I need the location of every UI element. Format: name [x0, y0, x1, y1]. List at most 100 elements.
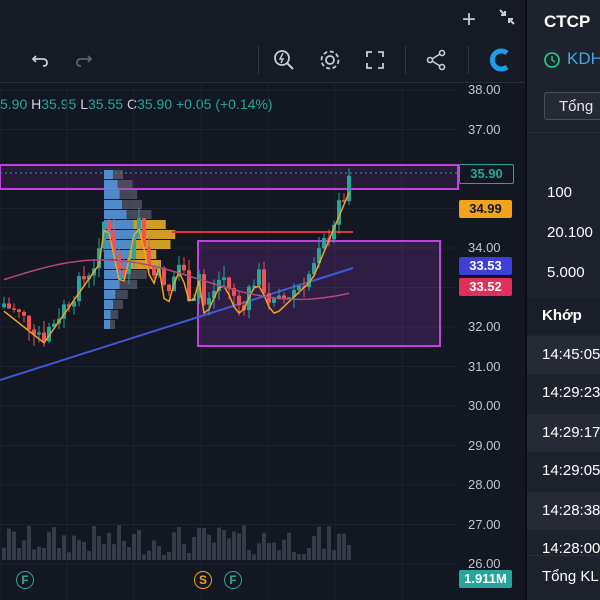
volume-bar: [237, 533, 241, 560]
volume-bar: [287, 532, 291, 560]
candle-body: [307, 274, 311, 287]
volume-bar: [312, 536, 316, 560]
level-row: 5.000: [547, 264, 585, 281]
share-icon[interactable]: [422, 46, 450, 74]
volume-profile-bar: [104, 170, 113, 179]
candle-body: [37, 332, 41, 335]
toolbar-separator: [405, 46, 406, 74]
candle-body: [182, 264, 186, 271]
split-event-marker[interactable]: S: [194, 571, 212, 589]
volume-bar: [67, 552, 71, 560]
candle-body: [57, 318, 61, 324]
candle-body: [7, 303, 11, 309]
undo-icon[interactable]: [26, 46, 54, 74]
financial-event-marker[interactable]: F: [224, 571, 242, 589]
volume-profile-bar: [124, 270, 147, 279]
volume-profile-bar: [104, 250, 129, 259]
price-axis-label: 37.00: [468, 121, 501, 137]
blue-level-tag: 33.53: [459, 257, 512, 275]
plus-icon[interactable]: +: [462, 6, 477, 33]
volume-bar: [267, 543, 271, 560]
candle-body: [112, 230, 116, 253]
order-book-panel: CTCP KDH Tổng 100 20.100 5.000 Khớp 14:4…: [527, 0, 600, 600]
total-button[interactable]: Tổng: [544, 92, 600, 120]
volume-bar: [157, 546, 161, 560]
volume-bar: [227, 538, 231, 560]
orange-level-tag: 34.99: [459, 200, 512, 218]
candle-body: [127, 259, 131, 274]
price-axis-label: 30.00: [468, 398, 501, 413]
volume-profile-bar: [128, 250, 157, 259]
volume-bar: [147, 550, 151, 560]
volume-bar: [347, 544, 351, 560]
candle-body: [232, 288, 236, 296]
candle-body: [157, 267, 161, 276]
candle-body: [272, 298, 276, 303]
price-axis-label: 29.00: [468, 437, 501, 453]
chart-area[interactable]: [0, 0, 525, 600]
toolbar-separator: [258, 46, 259, 74]
volume-bar: [77, 540, 81, 560]
candle-body: [2, 303, 6, 308]
volume-bar: [167, 551, 171, 560]
volume-bar: [317, 526, 321, 560]
candle-body: [332, 224, 336, 240]
candle-body: [227, 277, 231, 289]
volume-profile-bar: [119, 190, 138, 199]
matched-section-header: Khớp: [527, 298, 600, 334]
chart-panel[interactable]: + 5.90 H35.95 L35.55 C35.90 +0.05 (+0.14…: [0, 0, 525, 600]
volume-profile-bar: [119, 280, 138, 289]
price-axis-label: 31.00: [468, 358, 501, 374]
volume-bar: [12, 531, 16, 560]
volume-profile-bar: [104, 270, 125, 279]
volume-profile-bar: [117, 180, 133, 189]
volume-bar: [202, 528, 206, 560]
collapse-icon[interactable]: [496, 6, 518, 33]
financial-event-marker[interactable]: F: [16, 571, 34, 589]
volume-bar: [252, 554, 256, 560]
panel-divider[interactable]: [525, 0, 527, 600]
volume-profile-bar: [131, 260, 161, 269]
ohlc-change: +0.05 (+0.14%): [176, 96, 273, 112]
redo-icon[interactable]: [70, 46, 98, 74]
trade-time-row: 14:28:00: [542, 540, 600, 557]
volume-profile-bar: [110, 320, 115, 329]
volume-bar: [132, 534, 136, 560]
candle-body: [287, 297, 291, 299]
candle-body: [22, 312, 26, 316]
volume-bar: [102, 544, 106, 560]
price-axis-label: 26.00: [468, 556, 501, 571]
volume-profile-bar: [104, 180, 118, 189]
volume-bar: [322, 548, 326, 560]
top-bar: +: [0, 0, 525, 38]
volume-profile-bar: [104, 310, 111, 319]
candle-body: [92, 268, 96, 276]
gear-icon[interactable]: [316, 46, 344, 74]
candle-body: [327, 238, 331, 240]
volume-bar: [327, 526, 331, 560]
volume-bar: [82, 541, 86, 560]
ticker-code[interactable]: KDH: [567, 49, 600, 68]
volume-profile-bar: [126, 210, 152, 219]
volume-profile-bar: [122, 200, 142, 209]
candle-body: [337, 200, 341, 225]
brand-logo-icon[interactable]: [486, 46, 514, 74]
resistance-zone: [0, 164, 459, 190]
volume-bar: [92, 525, 96, 560]
candle-body: [262, 269, 266, 294]
candle-body: [312, 263, 316, 275]
bulb-search-icon[interactable]: [270, 46, 298, 74]
volume-bar: [52, 527, 56, 560]
volume-bar: [22, 540, 26, 560]
volume-bar: [192, 536, 196, 560]
candle-body: [107, 221, 111, 231]
candle-body: [197, 274, 201, 298]
candle-body: [277, 295, 281, 299]
ohlc-high: 35.95: [41, 96, 77, 112]
company-title: CTCP: [544, 12, 591, 31]
toolbar-separator: [468, 46, 469, 74]
candle-body: [347, 175, 351, 202]
candle-body: [202, 274, 206, 305]
trade-time-row: 14:29:23: [542, 384, 600, 401]
fullscreen-icon[interactable]: [361, 46, 389, 74]
